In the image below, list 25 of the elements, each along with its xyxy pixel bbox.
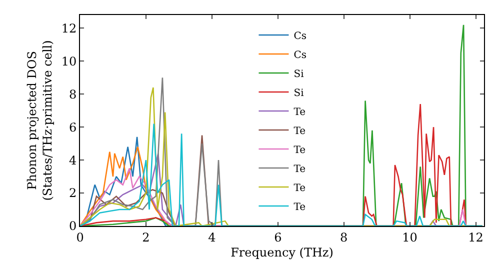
y-tick-label: 12	[61, 21, 77, 36]
y-tick-label: 8	[68, 87, 77, 102]
legend-label: Cs	[294, 50, 307, 61]
y-tick-label: 10	[61, 54, 77, 68]
legend-label: Cs	[294, 30, 307, 42]
y-tick-label: 4	[68, 153, 77, 168]
legend-label: Te	[294, 106, 306, 118]
x-tick-label: 4	[208, 230, 216, 244]
x-tick-label: 12	[468, 230, 484, 244]
y-tick-label: 6	[68, 120, 77, 134]
y-tick-label: 0	[68, 219, 77, 234]
y-axis-title: Phonon projected DOS (States/THz·primitive cell)	[25, 40, 55, 201]
legend-label: Te	[294, 164, 306, 175]
legend-label: Te	[294, 182, 306, 194]
legend-label: Si	[294, 68, 304, 80]
legend-label: Si	[294, 88, 304, 99]
y-tick-label: 2	[68, 186, 77, 200]
legend-label: Te	[294, 144, 306, 156]
x-tick-label: 8	[340, 230, 348, 244]
legend-label: Te	[294, 202, 306, 213]
x-axis-title: Frequency (THz)	[230, 245, 334, 260]
x-tick-label: 6	[274, 230, 282, 244]
legend-label: Te	[294, 126, 306, 137]
x-tick-label: 2	[142, 230, 150, 244]
x-tick-label: 10	[402, 230, 418, 244]
